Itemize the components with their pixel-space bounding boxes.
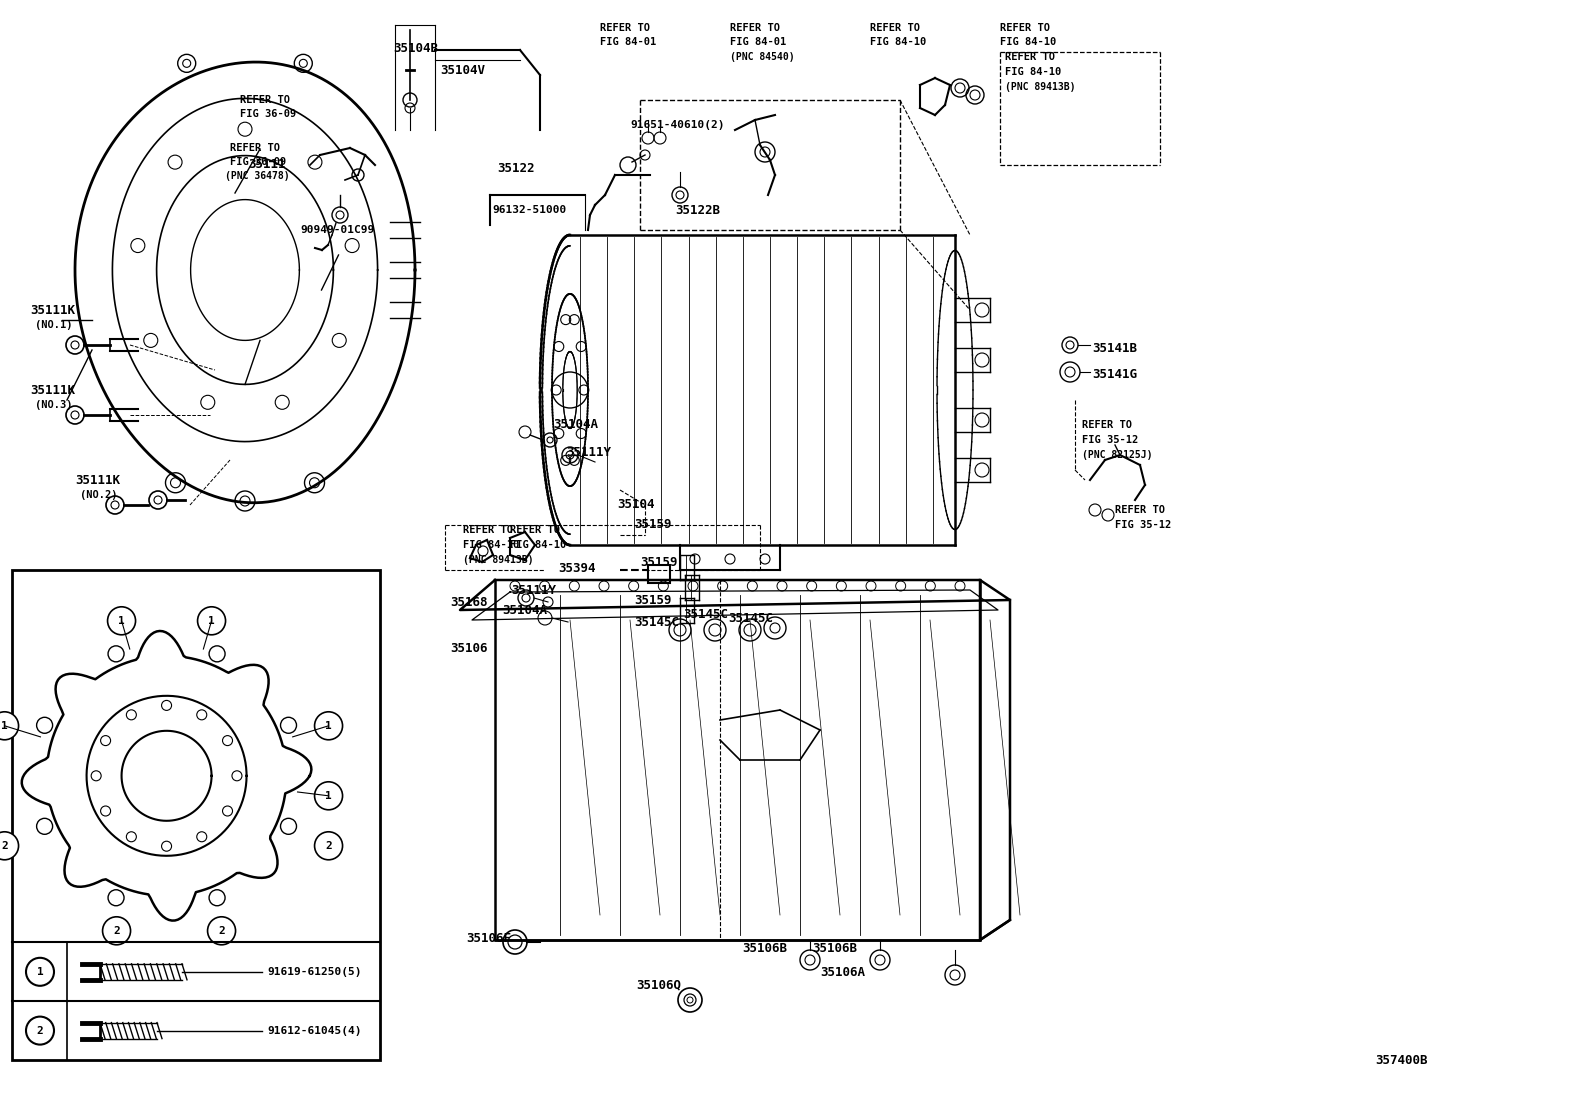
Text: REFER TO: REFER TO bbox=[731, 23, 780, 33]
Text: 35168: 35168 bbox=[451, 596, 487, 609]
Text: 35106F: 35106F bbox=[466, 932, 511, 944]
Text: 35145C: 35145C bbox=[683, 609, 728, 622]
Text: 91651-40610(2): 91651-40610(2) bbox=[630, 120, 724, 130]
Text: FIG 35-12: FIG 35-12 bbox=[1114, 520, 1172, 530]
Text: 35104A: 35104A bbox=[552, 419, 599, 432]
Text: 1: 1 bbox=[209, 615, 215, 625]
Text: 35141G: 35141G bbox=[1092, 368, 1137, 381]
Text: 96132-51000: 96132-51000 bbox=[492, 206, 567, 215]
Text: 35111Y: 35111Y bbox=[567, 445, 611, 458]
Text: 35106: 35106 bbox=[451, 642, 487, 655]
Text: 1: 1 bbox=[325, 721, 333, 731]
Text: REFER TO: REFER TO bbox=[1083, 420, 1132, 430]
Text: 35104: 35104 bbox=[618, 499, 654, 511]
Text: 2: 2 bbox=[218, 925, 224, 936]
Text: 2: 2 bbox=[37, 1025, 43, 1035]
Circle shape bbox=[315, 712, 342, 740]
Text: 35104V: 35104V bbox=[439, 64, 486, 77]
Text: REFER TO: REFER TO bbox=[1114, 506, 1165, 515]
Text: 35122: 35122 bbox=[497, 162, 535, 175]
Bar bbox=[648, 565, 670, 582]
Circle shape bbox=[0, 832, 19, 859]
Text: FIG 84-10: FIG 84-10 bbox=[1005, 67, 1062, 77]
Text: REFER TO: REFER TO bbox=[509, 525, 560, 535]
Text: (PNC 84540): (PNC 84540) bbox=[731, 52, 794, 62]
Text: REFER TO: REFER TO bbox=[1000, 23, 1051, 33]
Text: 1: 1 bbox=[118, 615, 124, 625]
Text: 35111Y: 35111Y bbox=[511, 584, 556, 597]
Text: 35111K: 35111K bbox=[75, 474, 119, 487]
Text: FIG 84-01: FIG 84-01 bbox=[731, 37, 786, 47]
Text: REFER TO: REFER TO bbox=[229, 143, 280, 153]
Text: 35159: 35159 bbox=[634, 519, 672, 532]
Circle shape bbox=[207, 917, 236, 945]
Circle shape bbox=[315, 781, 342, 810]
Circle shape bbox=[25, 1017, 54, 1045]
Text: 35122B: 35122B bbox=[675, 203, 720, 217]
Circle shape bbox=[315, 832, 342, 859]
Text: (NO.1): (NO.1) bbox=[35, 320, 73, 330]
Text: 35106B: 35106B bbox=[742, 942, 786, 955]
Text: FIG 84-10: FIG 84-10 bbox=[869, 37, 927, 47]
Circle shape bbox=[0, 712, 19, 740]
Text: (NO.3): (NO.3) bbox=[35, 400, 73, 410]
Circle shape bbox=[197, 607, 226, 635]
Text: 2: 2 bbox=[325, 841, 333, 851]
Text: 35111: 35111 bbox=[248, 158, 285, 171]
Text: (PNC 89413B): (PNC 89413B) bbox=[463, 555, 533, 565]
Text: REFER TO: REFER TO bbox=[463, 525, 513, 535]
Text: 1: 1 bbox=[325, 791, 333, 801]
Text: 35159: 35159 bbox=[640, 556, 678, 569]
Text: 35145C: 35145C bbox=[728, 611, 774, 624]
Text: REFER TO: REFER TO bbox=[869, 23, 920, 33]
Text: 2: 2 bbox=[113, 925, 119, 936]
Text: 35106Q: 35106Q bbox=[635, 978, 681, 991]
Text: FIG 84-01: FIG 84-01 bbox=[600, 37, 656, 47]
Text: FIG 36-09: FIG 36-09 bbox=[240, 109, 296, 119]
Text: 2: 2 bbox=[2, 841, 8, 851]
Text: 35111K: 35111K bbox=[30, 384, 75, 397]
Text: FIG 36-09: FIG 36-09 bbox=[229, 157, 287, 167]
Text: (PNC 36478): (PNC 36478) bbox=[224, 171, 290, 181]
Text: 90949-01C99: 90949-01C99 bbox=[299, 225, 374, 235]
Text: FIG 35-12: FIG 35-12 bbox=[1083, 435, 1138, 445]
Text: 35141B: 35141B bbox=[1092, 342, 1137, 355]
Text: 35111K: 35111K bbox=[30, 303, 75, 317]
Text: 1: 1 bbox=[37, 967, 43, 977]
Text: 91612-61045(4): 91612-61045(4) bbox=[267, 1025, 361, 1035]
Text: 35394: 35394 bbox=[559, 562, 595, 575]
Text: FIG 84-10: FIG 84-10 bbox=[509, 540, 567, 550]
Text: REFER TO: REFER TO bbox=[600, 23, 650, 33]
Text: FIG 84-10: FIG 84-10 bbox=[463, 540, 519, 550]
Text: 91619-61250(5): 91619-61250(5) bbox=[267, 967, 361, 977]
Text: 35145C: 35145C bbox=[634, 617, 680, 630]
Bar bbox=[13, 570, 380, 1061]
Text: REFER TO: REFER TO bbox=[1005, 52, 1055, 62]
Circle shape bbox=[25, 958, 54, 986]
Text: 35106A: 35106A bbox=[820, 966, 864, 979]
Text: 357400B: 357400B bbox=[1375, 1054, 1428, 1066]
Text: 35159: 35159 bbox=[634, 593, 672, 607]
Text: (PNC 89413B): (PNC 89413B) bbox=[1005, 82, 1076, 92]
Text: 35106B: 35106B bbox=[812, 942, 856, 955]
Text: (NO.2): (NO.2) bbox=[80, 490, 118, 500]
Text: 35104A: 35104A bbox=[501, 603, 548, 617]
Text: (PNC 82125J): (PNC 82125J) bbox=[1083, 449, 1153, 460]
Text: 35104B: 35104B bbox=[393, 42, 438, 55]
Circle shape bbox=[108, 607, 135, 635]
Text: FIG 84-10: FIG 84-10 bbox=[1000, 37, 1055, 47]
Text: 1: 1 bbox=[2, 721, 8, 731]
Circle shape bbox=[102, 917, 131, 945]
Text: REFER TO: REFER TO bbox=[240, 95, 290, 106]
